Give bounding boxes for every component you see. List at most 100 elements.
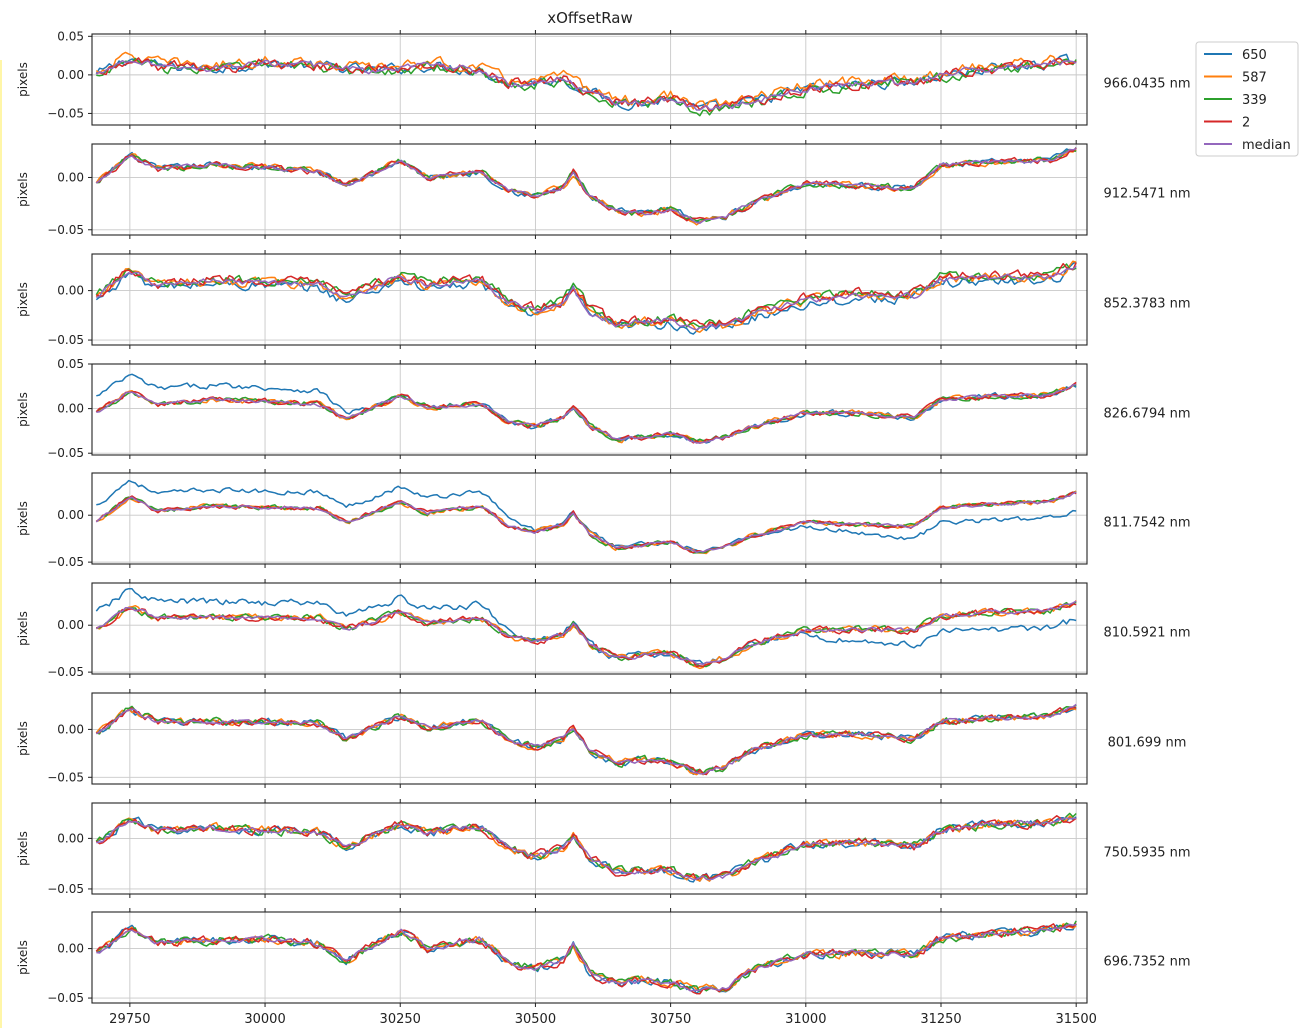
y-tick-label: 0.00 bbox=[57, 942, 84, 956]
series-line-median bbox=[96, 817, 1077, 881]
y-axis-label: pixels bbox=[16, 940, 30, 975]
legend-entry-label: 587 bbox=[1242, 71, 1267, 86]
series-line-587 bbox=[95, 260, 1077, 333]
series-line-2 bbox=[95, 381, 1077, 444]
series-line-2 bbox=[95, 491, 1077, 554]
legend-box bbox=[1195, 41, 1299, 157]
y-axis-label: pixels bbox=[16, 501, 30, 536]
axes-frame bbox=[91, 692, 1088, 785]
series-line-650 bbox=[95, 261, 1077, 335]
y-axis-label: pixels bbox=[16, 392, 30, 427]
y-tick-label: 0.00 bbox=[57, 831, 84, 845]
series-line-median bbox=[95, 600, 1077, 666]
series-line-2 bbox=[96, 706, 1077, 776]
axes-frame bbox=[91, 911, 1088, 1004]
series-line-650 bbox=[96, 923, 1077, 995]
subplot-panel: −0.05 0.00 pixels 696.7352 nm bbox=[16, 908, 1191, 1007]
legend-entry-label: 650 bbox=[1242, 48, 1267, 63]
y-tick-label: 0.00 bbox=[57, 618, 84, 632]
x-tick-label: 29750 bbox=[109, 1012, 150, 1027]
subplot-wavelength-label: 912.5471 nm bbox=[1103, 187, 1190, 202]
series-line-339 bbox=[95, 384, 1077, 442]
series-line-339 bbox=[96, 704, 1077, 774]
y-tick-label: 0.00 bbox=[57, 402, 84, 416]
y-tick-label: −0.05 bbox=[47, 991, 84, 1005]
y-tick-label: 0.00 bbox=[57, 170, 84, 184]
series-line-587 bbox=[95, 708, 1077, 776]
y-tick-label: −0.05 bbox=[47, 882, 84, 896]
axes-frame bbox=[91, 363, 1088, 456]
series-line-339 bbox=[96, 601, 1077, 668]
x-tick-label: 31000 bbox=[785, 1012, 826, 1027]
y-axis-label: pixels bbox=[16, 282, 30, 317]
series-line-587 bbox=[96, 923, 1077, 993]
series-line-median bbox=[95, 491, 1077, 554]
y-tick-label: −0.05 bbox=[47, 770, 84, 784]
series-line-median bbox=[96, 383, 1077, 444]
y-tick-label: −0.05 bbox=[47, 555, 84, 569]
y-tick-label: −0.05 bbox=[47, 333, 84, 347]
y-tick-label: 0.00 bbox=[57, 284, 84, 298]
subplot-panel: −0.05 0.00 pixels 750.5935 nm bbox=[16, 799, 1191, 898]
axes-frame bbox=[91, 143, 1088, 236]
x-tick-label: 30000 bbox=[244, 1012, 285, 1027]
y-tick-label: −0.05 bbox=[47, 223, 84, 237]
subplot-panels: −0.05 0.00 0.05 pixels 966.0435 nm −0.05 0.00 p… bbox=[16, 29, 1191, 1007]
legend-entry-label: 339 bbox=[1242, 93, 1267, 108]
y-axis-label: pixels bbox=[16, 831, 30, 866]
left-edge-stripe bbox=[0, 60, 2, 1028]
x-tick-label: 31500 bbox=[1056, 1012, 1097, 1027]
axes-frame bbox=[91, 582, 1088, 675]
y-tick-label: −0.05 bbox=[47, 665, 84, 679]
series-line-median bbox=[95, 59, 1077, 111]
y-tick-label: 0.00 bbox=[57, 68, 84, 82]
series-line-2 bbox=[95, 923, 1077, 995]
subplot-panel: −0.05 0.00 pixels 810.5921 nm bbox=[16, 579, 1191, 679]
y-tick-label: 0.05 bbox=[57, 357, 84, 371]
series-line-2 bbox=[96, 57, 1077, 113]
subplot-wavelength-label: 750.5935 nm bbox=[1103, 846, 1190, 861]
series-line-587 bbox=[96, 490, 1077, 555]
series-line-339 bbox=[96, 148, 1077, 223]
subplot-wavelength-label: 826.6794 nm bbox=[1103, 407, 1190, 422]
series-line-339 bbox=[95, 920, 1077, 993]
axes-frame bbox=[91, 802, 1088, 895]
legend-entry-label: 2 bbox=[1242, 116, 1250, 131]
y-tick-label: −0.05 bbox=[47, 106, 84, 120]
series-line-650 bbox=[95, 147, 1077, 224]
y-axis-label: pixels bbox=[16, 62, 30, 97]
subplot-wavelength-label: 852.3783 nm bbox=[1103, 297, 1190, 312]
y-axis-label: pixels bbox=[16, 721, 30, 756]
series-line-650 bbox=[96, 479, 1077, 554]
x-tick-label: 30750 bbox=[650, 1012, 691, 1027]
series-line-339 bbox=[95, 491, 1077, 554]
legend: 650 587 339 2 median bbox=[1195, 41, 1299, 157]
series-line-650 bbox=[95, 587, 1077, 665]
series-line-587 bbox=[95, 383, 1077, 444]
series-line-2 bbox=[95, 262, 1077, 329]
series-line-2 bbox=[96, 603, 1077, 668]
legend-entry-label: median bbox=[1242, 138, 1291, 153]
axes-frame bbox=[91, 472, 1088, 565]
subplot-panel: −0.05 0.00 pixels 852.3783 nm bbox=[16, 250, 1191, 349]
series-line-587 bbox=[95, 149, 1077, 226]
series-line-339 bbox=[95, 263, 1077, 328]
subplot-panel: −0.05 0.00 pixels 811.7542 nm bbox=[16, 469, 1191, 569]
series-line-2 bbox=[96, 147, 1077, 222]
x-tick-label: 31250 bbox=[920, 1012, 961, 1027]
subplot-wavelength-label: 811.7542 nm bbox=[1103, 516, 1190, 531]
y-tick-label: 0.00 bbox=[57, 508, 84, 522]
subplot-panel: −0.05 0.00 pixels 801.699 nm bbox=[16, 689, 1186, 788]
series-line-339 bbox=[95, 812, 1077, 881]
x-tick-label: 30500 bbox=[515, 1012, 556, 1027]
x-tick-label: 30250 bbox=[380, 1012, 421, 1027]
series-line-median bbox=[95, 148, 1077, 224]
subplot-panel: −0.05 0.00 pixels 912.5471 nm bbox=[16, 140, 1191, 239]
subplot-panel: −0.05 0.00 0.05 pixels 966.0435 nm bbox=[16, 29, 1191, 129]
series-line-median bbox=[96, 265, 1077, 331]
subplot-wavelength-label: 696.7352 nm bbox=[1103, 955, 1190, 970]
y-tick-label: 0.05 bbox=[57, 29, 84, 43]
shared-x-axis: 29750 30000 30250 30500 30750 31000 31250 31500 bbox=[109, 1012, 1097, 1027]
subplot-wavelength-label: 966.0435 nm bbox=[1103, 77, 1190, 92]
axes-frame bbox=[91, 33, 1088, 126]
